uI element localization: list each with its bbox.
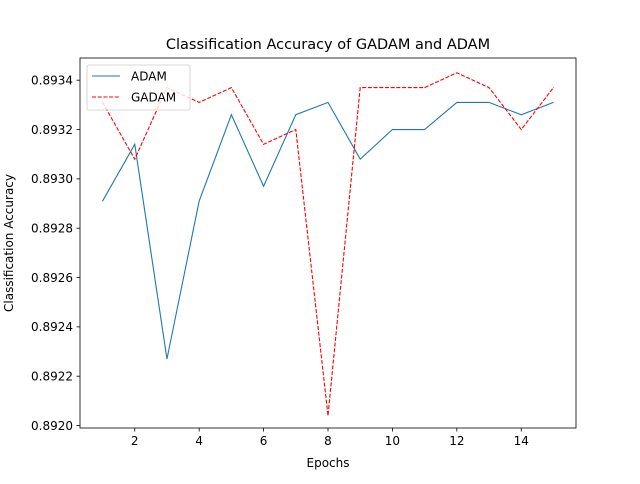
y-axis-ticks: 0.8920 0.8922 0.8924 0.8926 0.8928 0.8930 0.89… [31,74,80,433]
data-point-gadam [263,143,264,145]
y-tick-label: 0.8930 [31,172,73,186]
data-point-adam [263,185,264,187]
x-tick-label: 8 [324,434,332,448]
data-point-gadam [134,158,136,160]
x-tick-label: 6 [260,434,268,448]
data-point-gadam [230,87,232,88]
x-axis-label: Epochs [307,456,350,470]
data-point-adam [327,102,329,103]
data-point-gadam [198,102,200,103]
legend: ADAM GADAM [86,64,191,111]
data-point-adam [166,358,168,360]
data-point-adam [456,102,458,103]
chart-title: Classification Accuracy of GADAM and ADA… [166,37,490,53]
y-tick-label: 0.8922 [31,370,73,384]
data-point-gadam [359,87,361,88]
data-point-gadam [456,72,458,74]
data-point-adam [424,129,426,130]
x-axis-ticks: 2 4 6 8 10 12 14 [131,428,529,448]
x-tick-label: 14 [514,434,529,448]
data-point-adam [230,114,232,116]
legend-label-gadam: GADAM [131,91,176,105]
y-tick-label: 0.8920 [31,419,73,433]
y-tick-label: 0.8924 [31,320,73,334]
data-point-gadam [295,129,297,130]
data-point-gadam [327,415,329,417]
data-point-gadam [553,87,554,88]
data-point-adam [134,143,136,145]
data-point-gadam [488,87,490,88]
data-point-gadam [392,87,393,88]
x-tick-label: 12 [449,434,464,448]
y-axis-label: Classification Accuracy [2,174,16,312]
data-point-adam [392,129,393,130]
data-point-adam [198,200,200,202]
data-point-adam [102,200,103,202]
x-tick-label: 10 [385,434,400,448]
data-point-adam [359,158,361,160]
data-point-adam [295,114,297,116]
legend-label-adam: ADAM [131,70,167,84]
x-tick-label: 4 [195,434,203,448]
data-point-gadam [520,129,522,130]
data-point-adam [553,102,554,103]
data-point-adam [488,102,490,103]
data-point-gadam [424,87,426,88]
x-tick-label: 2 [131,434,139,448]
plot-frame [79,57,577,429]
y-tick-label: 0.8926 [31,271,73,285]
data-point-adam [520,114,522,116]
y-tick-label: 0.8934 [31,74,73,88]
y-tick-label: 0.8928 [31,222,73,236]
y-tick-label: 0.8932 [31,123,73,137]
